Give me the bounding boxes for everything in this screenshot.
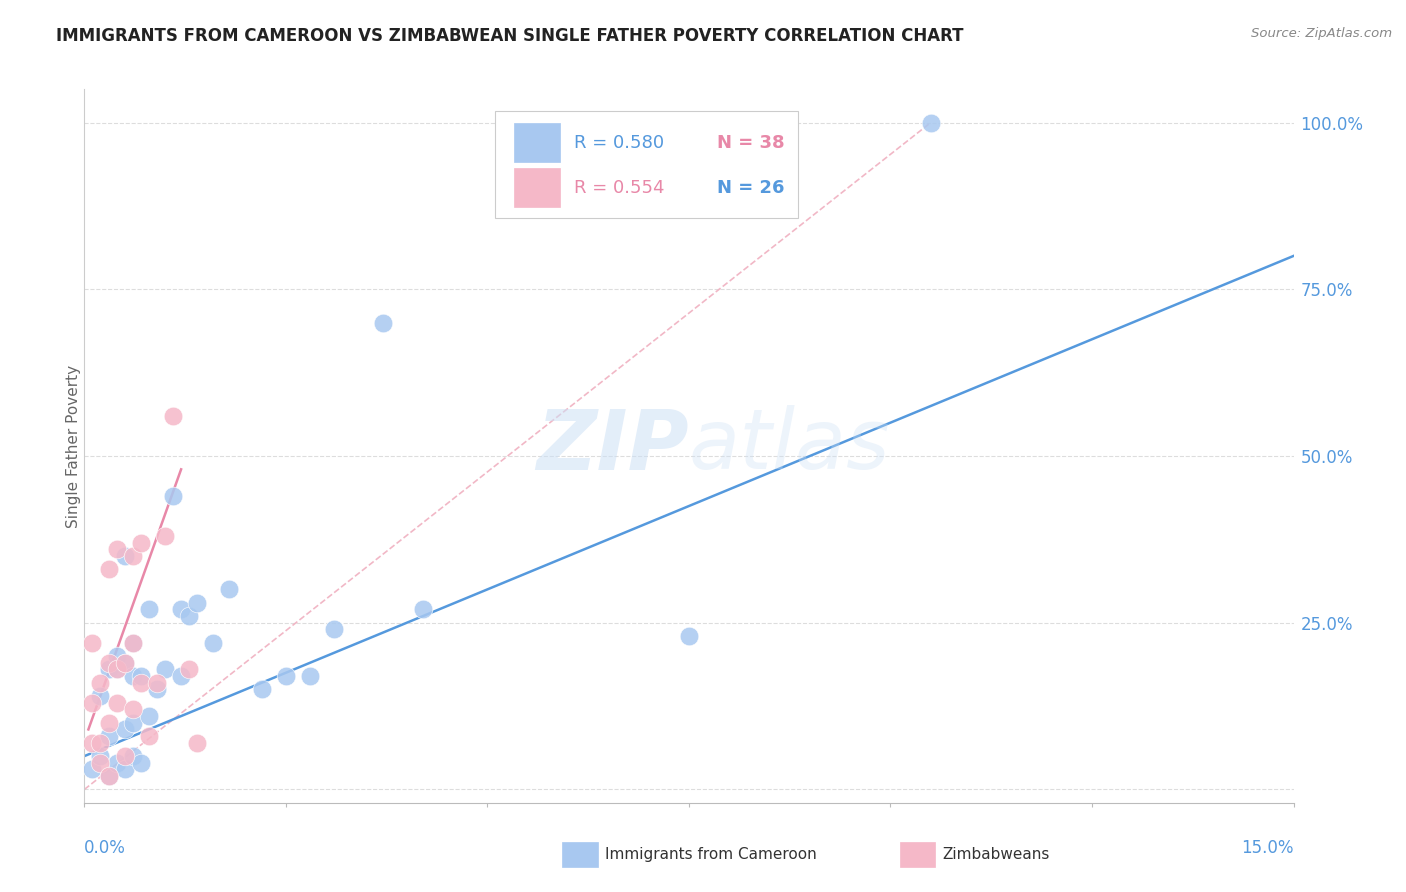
Point: [97, 656, 120, 670]
Text: IMMIGRANTS FROM CAMEROON VS ZIMBABWEAN SINGLE FATHER POVERTY CORRELATION CHART: IMMIGRANTS FROM CAMEROON VS ZIMBABWEAN S…: [56, 27, 963, 45]
Text: Source: ZipAtlas.com: Source: ZipAtlas.com: [1251, 27, 1392, 40]
FancyBboxPatch shape: [495, 111, 797, 218]
Point: [114, 723, 136, 737]
Point: [146, 675, 169, 690]
Point: [250, 682, 273, 697]
Point: [920, 115, 942, 129]
Point: [121, 702, 143, 716]
Point: [129, 675, 152, 690]
Point: [179, 609, 201, 624]
Y-axis label: Single Father Poverty: Single Father Poverty: [66, 365, 80, 527]
Point: [186, 596, 208, 610]
Text: ZIP: ZIP: [536, 406, 689, 486]
Point: [138, 602, 160, 616]
Point: [153, 529, 176, 543]
Point: [162, 409, 184, 423]
Point: [121, 669, 143, 683]
Point: [105, 662, 128, 676]
Point: [138, 729, 160, 743]
Point: [82, 736, 104, 750]
Point: [89, 736, 111, 750]
Point: [121, 636, 143, 650]
Point: [97, 562, 120, 576]
Text: 15.0%: 15.0%: [1241, 839, 1294, 857]
Point: [170, 669, 193, 683]
Bar: [513, 123, 560, 162]
Point: [218, 582, 240, 597]
Point: [105, 649, 128, 664]
Point: [114, 749, 136, 764]
Point: [105, 542, 128, 557]
Point: [121, 636, 143, 650]
Point: [121, 549, 143, 563]
Point: [97, 715, 120, 730]
Text: atlas: atlas: [689, 406, 890, 486]
Bar: [513, 168, 560, 207]
Text: R = 0.554: R = 0.554: [574, 178, 665, 196]
Point: [371, 316, 394, 330]
Point: [274, 669, 297, 683]
Point: [323, 623, 346, 637]
Point: [82, 763, 104, 777]
Point: [114, 549, 136, 563]
Point: [89, 689, 111, 703]
Point: [114, 656, 136, 670]
Point: [105, 756, 128, 770]
Text: Zimbabweans: Zimbabweans: [942, 847, 1049, 862]
Point: [179, 662, 201, 676]
Point: [97, 769, 120, 783]
Point: [121, 749, 143, 764]
Point: [129, 535, 152, 549]
Point: [129, 756, 152, 770]
Text: 0.0%: 0.0%: [84, 839, 127, 857]
Text: Immigrants from Cameroon: Immigrants from Cameroon: [605, 847, 817, 862]
Point: [114, 763, 136, 777]
Point: [105, 696, 128, 710]
Point: [105, 662, 128, 676]
Point: [89, 756, 111, 770]
Point: [186, 736, 208, 750]
Point: [129, 669, 152, 683]
Point: [170, 602, 193, 616]
Point: [412, 602, 434, 616]
Text: R = 0.580: R = 0.580: [574, 134, 664, 152]
Text: N = 26: N = 26: [717, 178, 785, 196]
Point: [82, 636, 104, 650]
Point: [97, 662, 120, 676]
Point: [153, 662, 176, 676]
Text: N = 38: N = 38: [717, 134, 785, 152]
Point: [162, 489, 184, 503]
Point: [138, 709, 160, 723]
Point: [114, 656, 136, 670]
Point: [202, 636, 225, 650]
Point: [299, 669, 322, 683]
Point: [82, 696, 104, 710]
Point: [678, 629, 700, 643]
Point: [89, 675, 111, 690]
Point: [89, 749, 111, 764]
Point: [146, 682, 169, 697]
Point: [97, 769, 120, 783]
Point: [97, 729, 120, 743]
Point: [121, 715, 143, 730]
